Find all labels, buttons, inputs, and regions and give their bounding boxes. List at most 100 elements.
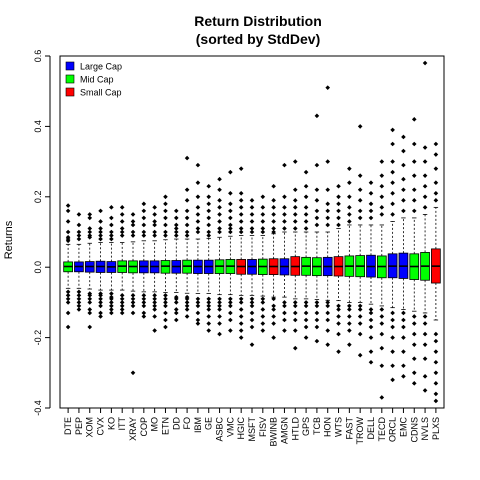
outlier-point [368,215,374,221]
outlier-point [130,212,136,217]
outlier-point [228,190,233,196]
outlier-point [401,310,406,316]
outlier-point [411,331,417,337]
outlier-point [433,370,439,376]
outlier-point [141,229,147,235]
outlier-point [173,317,179,323]
outlier-point [87,226,93,231]
outlier-point [163,324,168,330]
outlier-point [141,222,147,228]
outlier-point [379,194,385,200]
outlier-point [184,215,190,221]
outlier-point [141,293,147,298]
outlier-point [184,229,190,235]
outlier-point [152,296,157,302]
outlier-point [76,222,82,228]
outlier-point [87,310,93,316]
outlier-point [65,300,71,305]
outlier-point [109,300,114,305]
chart-title-line-2: (sorted by StdDev) [196,31,320,47]
legend-label: Small Cap [80,88,122,98]
outlier-point [357,208,363,214]
outlier-point [163,310,168,316]
outlier-point [401,317,406,323]
outlier-point [249,219,255,224]
outlier-point [303,212,309,217]
x-tick-label: ETN [160,417,170,435]
x-tick-label: HTLD [290,417,300,441]
x-tick-label: FISV [258,417,268,437]
outlier-point [325,303,331,309]
outlier-point [271,303,276,309]
outlier-point [314,198,320,203]
outlier-point [379,395,385,400]
outlier-point [217,229,222,235]
outlier-point [109,236,114,242]
outlier-point [76,307,82,312]
outlier-point [433,359,439,365]
outlier-point [422,342,428,347]
outlier-point [379,173,385,178]
outlier-point [206,296,212,302]
outlier-point [325,208,331,214]
outlier-point [303,303,309,309]
outlier-point [152,212,157,217]
outlier-point [65,208,71,214]
outlier-point [282,226,287,231]
outlier-point [260,328,266,333]
outlier-point [325,85,331,90]
x-tick-label: XRAY [128,417,138,441]
outlier-point [368,307,374,312]
outlier-point [379,363,385,369]
outlier-point [119,293,125,298]
outlier-point [433,141,439,147]
outlier-point [357,307,363,312]
outlier-point [163,201,168,207]
outlier-point [271,335,276,340]
outlier-point [314,338,320,344]
outlier-point [368,180,374,186]
outlier-point [433,331,439,337]
outlier-point [347,328,352,333]
outlier-point [238,335,244,340]
outlier-point [379,331,385,337]
outlier-point [260,296,266,302]
outlier-point [195,205,201,210]
outlier-point [163,317,168,323]
outlier-point [76,212,82,217]
outlier-point [357,314,363,319]
outlier-point [411,141,417,147]
outlier-point [422,183,428,189]
outlier-point [87,324,93,330]
outlier-point [249,324,255,330]
outlier-point [379,321,385,326]
outlier-point [173,208,179,214]
outlier-point [238,321,244,326]
outlier-point [184,208,190,214]
outlier-point [184,222,190,228]
outlier-point [217,187,222,193]
outlier-point [292,159,298,164]
outlier-point [109,307,114,312]
x-tick-label: MO [150,417,160,432]
outlier-point [163,194,168,200]
outlier-point [314,300,320,305]
outlier-point [206,300,212,305]
outlier-point [390,349,395,354]
outlier-point [173,226,179,231]
outlier-point [228,215,233,221]
outlier-point [87,212,93,217]
outlier-point [87,296,93,302]
outlier-point [87,229,93,235]
outlier-point [238,307,244,312]
outlier-point [130,303,136,309]
outlier-point [76,236,82,242]
outlier-point [336,307,341,312]
outlier-point [163,222,168,228]
outlier-point [411,117,417,122]
outlier-point [368,335,374,340]
outlier-point [271,226,276,231]
legend-swatch [65,87,75,97]
outlier-point [249,296,255,302]
outlier-point [238,229,244,235]
